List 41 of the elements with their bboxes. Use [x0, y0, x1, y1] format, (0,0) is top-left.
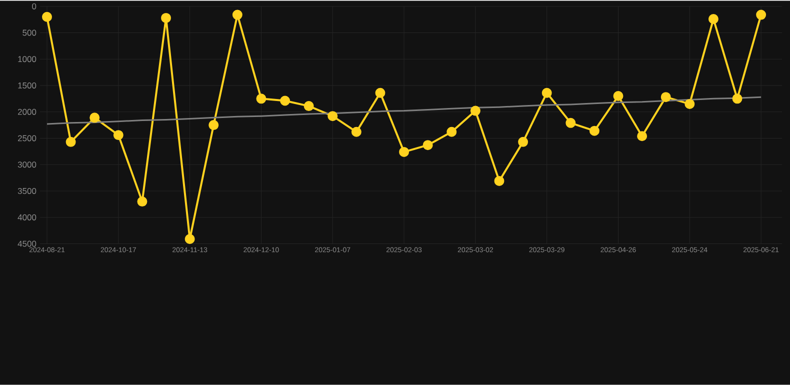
y-tick-label: 4000	[18, 214, 36, 220]
point	[684, 99, 695, 110]
point	[161, 13, 172, 24]
point	[375, 88, 386, 98]
point	[113, 130, 124, 140]
point	[42, 12, 52, 22]
point	[422, 140, 433, 150]
point	[446, 127, 457, 138]
point	[613, 91, 624, 102]
y-tick-label: 500	[22, 30, 36, 36]
point	[90, 112, 100, 123]
point	[304, 101, 314, 112]
point	[660, 92, 671, 102]
y-tick-label: 1500	[18, 82, 36, 89]
point	[518, 137, 528, 148]
point	[208, 120, 219, 130]
y-tick-label: 1000	[18, 56, 36, 62]
point	[566, 118, 576, 128]
y-tick-label: 3000	[18, 162, 36, 168]
point	[708, 14, 718, 24]
point	[232, 10, 242, 20]
point	[399, 147, 410, 158]
y-tick-label: 2000	[18, 108, 36, 115]
y-tick-label: 4500	[18, 240, 36, 247]
y-tick-label: 3500	[18, 188, 36, 194]
point	[542, 88, 552, 98]
y-tick-label: 2500	[18, 135, 36, 142]
point	[351, 127, 362, 138]
point	[280, 96, 290, 106]
point	[637, 131, 648, 142]
point	[732, 94, 742, 104]
point	[494, 176, 504, 186]
point	[184, 234, 195, 244]
point	[328, 111, 338, 122]
point	[470, 106, 480, 116]
point	[256, 94, 266, 104]
point	[66, 137, 76, 148]
point	[137, 196, 148, 207]
point	[589, 126, 600, 136]
y-tick-label: 0	[32, 3, 36, 10]
point	[756, 10, 766, 20]
